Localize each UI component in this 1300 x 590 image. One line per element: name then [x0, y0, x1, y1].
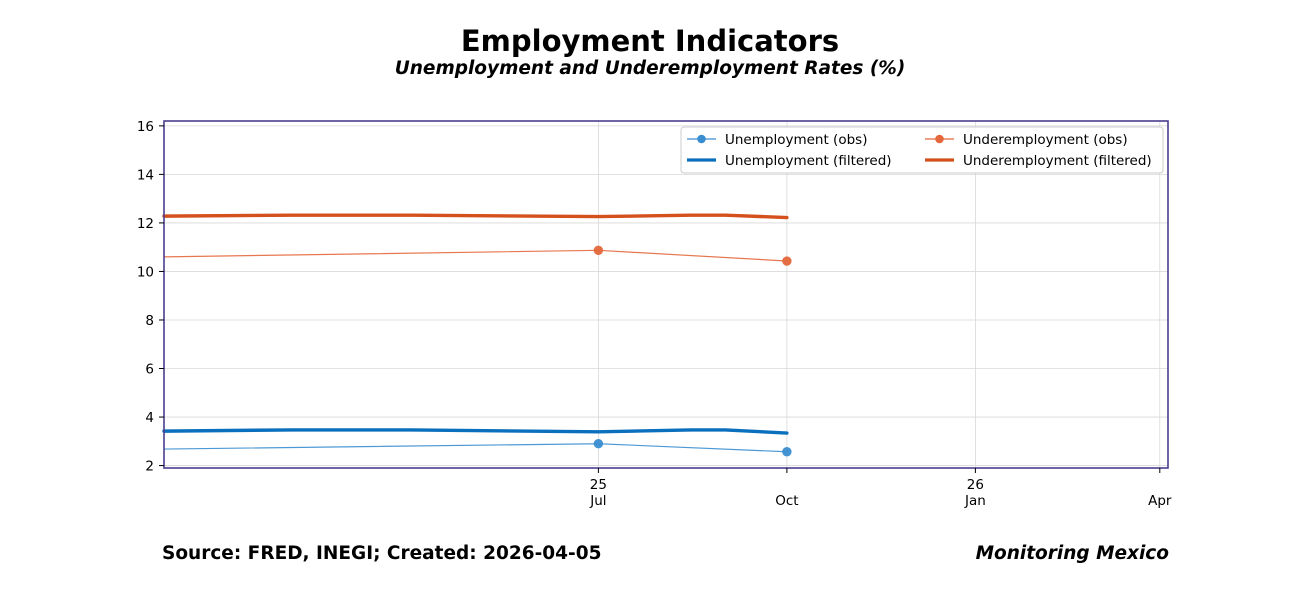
- legend: Unemployment (obs) Underemployment (obs) U…: [680, 126, 1164, 174]
- unemployment-obs-point: [593, 439, 604, 449]
- x-tick-label: Apr: [1148, 493, 1172, 509]
- y-tick-label: 4: [145, 410, 154, 426]
- legend-label: Underemployment (obs): [963, 132, 1128, 148]
- legend-marker: [697, 134, 706, 144]
- y-tick-label: 12: [137, 216, 154, 232]
- y-tick-label: 6: [145, 362, 154, 378]
- y-tick-label: 16: [137, 119, 154, 135]
- underemployment-obs-line: [163, 249, 788, 262]
- y-tick-label: 8: [145, 313, 154, 329]
- x-tick-label: 25: [590, 477, 607, 493]
- x-tick-label: 26: [967, 477, 984, 493]
- x-tick-label: Jan: [964, 493, 986, 509]
- chart-subtitle: Unemployment and Underemployment Rates (…: [394, 58, 906, 79]
- unemployment-obs-point: [782, 447, 792, 457]
- underemployment-obs-point: [593, 245, 604, 256]
- underemployment-filtered-line: [162, 213, 789, 220]
- grid-lines: [164, 121, 1168, 468]
- legend-label: Underemployment (filtered): [963, 153, 1152, 169]
- x-tick-label: Jul: [589, 493, 606, 509]
- legend-box: [680, 126, 1164, 174]
- unemployment-filtered-line: [162, 428, 789, 435]
- legend-marker: [935, 134, 944, 144]
- y-tick-label: 10: [137, 264, 154, 280]
- chart-title: Employment Indicators: [460, 24, 840, 58]
- source-note: Source: FRED, INEGI; Created: 2026-04-05: [162, 543, 602, 564]
- legend-label: Unemployment (obs): [725, 132, 867, 148]
- series-lines: [162, 213, 792, 457]
- y-tick-label: 2: [145, 459, 154, 475]
- unemployment-obs-line: [163, 443, 788, 453]
- brand-label: Monitoring Mexico: [975, 543, 1169, 564]
- underemployment-obs-point: [782, 256, 792, 266]
- x-tick-label: Oct: [775, 493, 798, 509]
- plot-frame: [163, 120, 1169, 469]
- y-tick-label: 14: [137, 167, 154, 183]
- legend-label: Unemployment (filtered): [725, 153, 892, 169]
